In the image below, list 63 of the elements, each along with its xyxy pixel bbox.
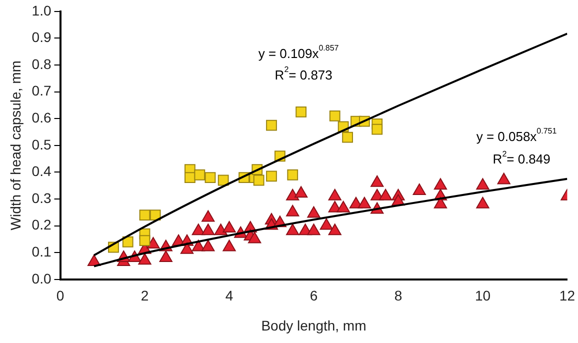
y-tick-label: 0.0 — [32, 270, 52, 286]
y-tick-label: 0.3 — [32, 190, 52, 206]
point — [296, 106, 307, 118]
y-tick-label: 0.9 — [32, 29, 52, 46]
point — [253, 174, 264, 186]
point — [194, 169, 206, 180]
point — [372, 124, 383, 135]
point — [307, 224, 320, 236]
x-tick-label: 8 — [394, 288, 402, 304]
point — [328, 188, 342, 200]
y-tick-label: 0.1 — [32, 243, 52, 260]
point — [192, 224, 205, 236]
point — [202, 240, 215, 252]
point — [202, 210, 215, 222]
point — [412, 183, 426, 195]
x-tick-label: 0 — [56, 288, 64, 304]
point — [320, 218, 333, 230]
point — [266, 120, 277, 131]
y-tick-label: 0.6 — [32, 109, 52, 126]
y-tick-label: 0.4 — [32, 163, 52, 180]
y-tick-label: 0.7 — [32, 82, 52, 99]
point — [286, 224, 300, 236]
x-tick-label: 12 — [559, 288, 576, 304]
point — [202, 224, 215, 236]
point — [180, 242, 194, 254]
point — [266, 170, 277, 182]
y-tick-label: 0.8 — [32, 56, 52, 72]
point — [222, 240, 236, 252]
point — [307, 206, 320, 218]
x-tick-label: 4 — [225, 288, 234, 304]
point — [336, 200, 350, 212]
y-tick-label: 0.5 — [32, 136, 52, 152]
point — [138, 253, 152, 265]
y-tick-label: 0.2 — [32, 216, 52, 233]
y-axis-title: Width of head capsule, mm — [7, 60, 24, 230]
point — [476, 178, 490, 190]
point — [146, 237, 160, 249]
point — [370, 175, 384, 187]
point — [184, 172, 196, 184]
point — [434, 178, 448, 190]
point — [329, 110, 340, 122]
point — [342, 132, 353, 143]
point — [476, 196, 490, 208]
point — [497, 172, 510, 184]
point — [159, 250, 172, 262]
x-axis-title: Body length, mm — [261, 317, 366, 334]
point — [248, 232, 262, 244]
point — [434, 196, 448, 208]
point — [378, 188, 392, 200]
x-tick-label: 10 — [474, 288, 491, 304]
point — [222, 220, 236, 232]
point — [286, 188, 300, 200]
point — [286, 204, 300, 216]
point — [218, 174, 229, 186]
point — [204, 172, 216, 184]
point — [358, 196, 371, 208]
point — [214, 224, 228, 236]
y-tick-label: 1.0 — [32, 2, 52, 18]
x-tick-label: 2 — [140, 288, 149, 304]
point — [287, 169, 298, 180]
x-tick-label: 6 — [310, 288, 318, 304]
point — [328, 224, 342, 236]
point — [294, 186, 308, 198]
